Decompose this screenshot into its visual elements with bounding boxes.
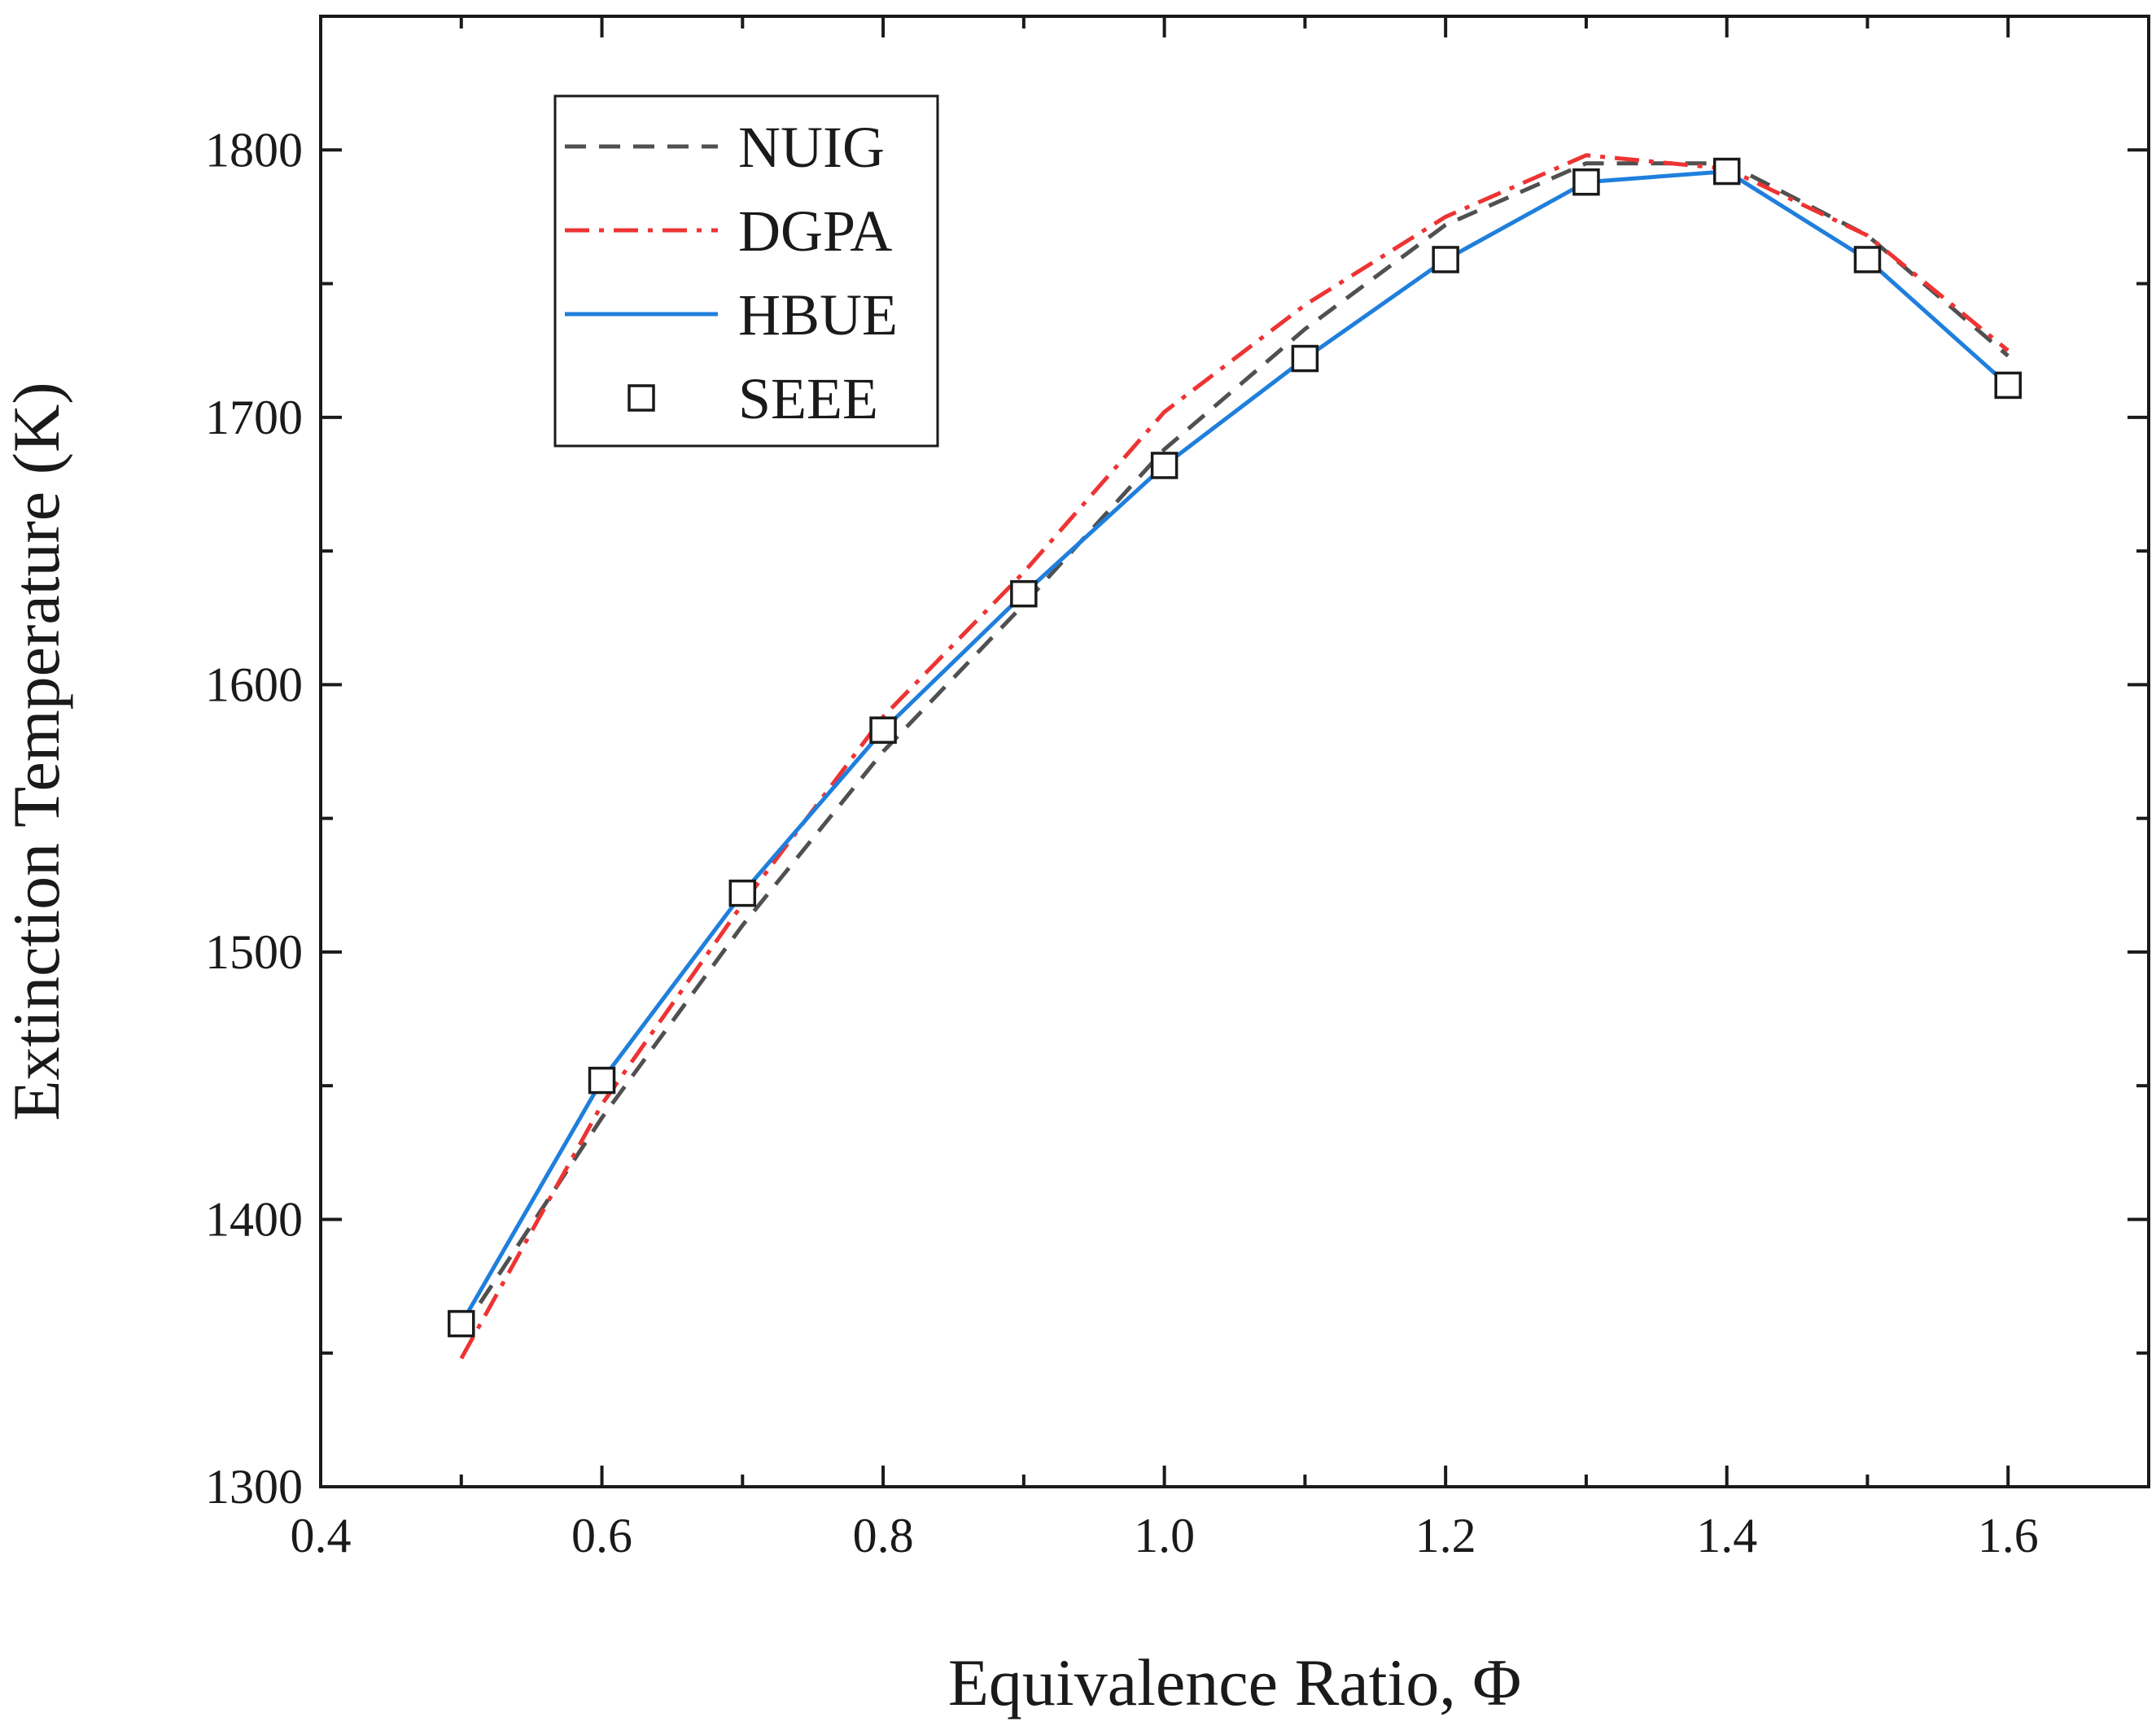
series-line-nuig [459, 161, 2009, 1333]
legend-label-hbue: HBUE [738, 282, 898, 347]
data-point-seee [1150, 452, 1179, 479]
y-tick-label: 1600 [205, 658, 303, 711]
data-point-seee [1010, 579, 1038, 608]
data-point-seee [1432, 246, 1459, 273]
y-tick-label: 1300 [205, 1460, 303, 1514]
x-tick-label: 1.0 [1134, 1509, 1195, 1562]
legend-box [553, 94, 939, 448]
plot-series [448, 153, 2022, 1360]
y-tick-label: 1500 [205, 925, 303, 979]
data-point-seee [448, 1309, 475, 1338]
y-tick-label: 1800 [205, 123, 303, 177]
y-tick-label: 1700 [205, 391, 303, 444]
y-axis-title: Extinction Temperature (K) [0, 382, 73, 1121]
data-point-seee [1712, 157, 1741, 186]
x-tick-label: 1.6 [1978, 1509, 2039, 1562]
data-point-seee [1994, 371, 2022, 400]
plot-frame [319, 15, 2150, 1488]
legend-swatch-seee [628, 384, 655, 412]
series-line-hbue [459, 169, 2009, 1325]
series-line-dgpa [459, 153, 2009, 1360]
data-point-seee [1853, 246, 1882, 273]
data-point-seee [588, 1066, 616, 1095]
legend-entries: NUIG DGPA HBUE SEEE [565, 115, 898, 431]
legend-label-nuig: NUIG [738, 115, 885, 180]
tick-marks [319, 16, 2149, 1488]
x-tick-label: 1.4 [1696, 1509, 1757, 1562]
x-tick-label: 0.6 [571, 1509, 632, 1562]
data-point-seee [1572, 168, 1600, 196]
x-tick-label: 0.4 [291, 1509, 352, 1562]
legend: NUIG DGPA HBUE SEEE [553, 94, 939, 448]
legend-label-seee: SEEE [738, 366, 878, 431]
data-point-seee [728, 879, 757, 907]
data-point-seee [869, 716, 897, 744]
tick-labels: 0.4 0.6 0.8 1.0 1.2 1.4 1.6 1300 1400 1500 1600 170… [205, 123, 2039, 1562]
x-tick-label: 0.8 [853, 1509, 914, 1562]
x-axis-title: Equivalence Ratio, Φ [948, 1645, 1521, 1719]
legend-label-dgpa: DGPA [738, 199, 892, 264]
y-tick-label: 1400 [205, 1192, 303, 1246]
x-tick-label: 1.2 [1415, 1509, 1476, 1562]
data-point-seee [1291, 344, 1319, 373]
